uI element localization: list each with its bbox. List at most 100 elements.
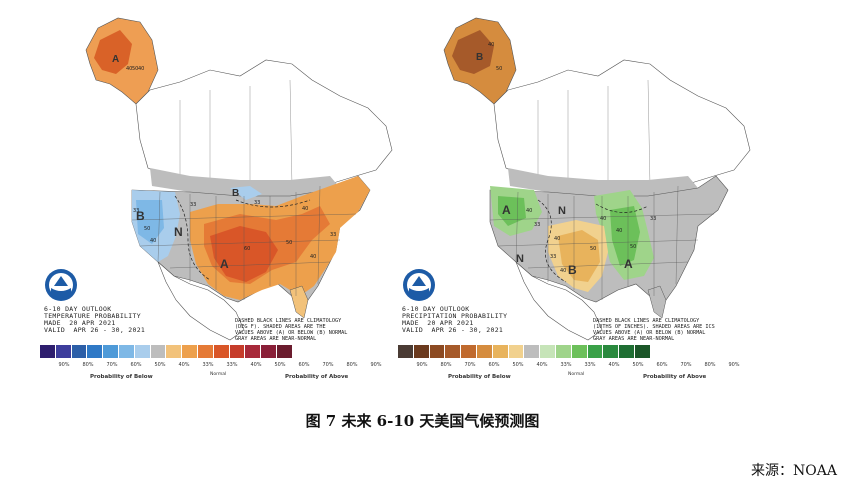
tick-label: 90% bbox=[370, 362, 382, 368]
tick-label: 50% bbox=[274, 362, 286, 368]
map-letter-south: B bbox=[568, 263, 577, 277]
tick-label: 70% bbox=[322, 362, 334, 368]
color-swatch bbox=[166, 345, 183, 358]
contour-label: 50 bbox=[496, 66, 502, 72]
map-letter-southwest: N bbox=[516, 253, 524, 265]
tick-label: 33% bbox=[584, 362, 596, 368]
contour-label: 40 bbox=[616, 228, 622, 234]
color-swatch bbox=[103, 345, 119, 358]
color-swatch bbox=[429, 345, 446, 358]
color-swatch bbox=[40, 345, 56, 358]
tick-label: 40% bbox=[536, 362, 548, 368]
color-swatch bbox=[587, 345, 604, 358]
tick-label: 50% bbox=[154, 362, 166, 368]
tick-label: 60% bbox=[656, 362, 668, 368]
contour-label: 40 bbox=[310, 254, 316, 260]
color-swatch bbox=[634, 345, 651, 358]
color-swatch bbox=[603, 345, 620, 358]
color-swatch bbox=[71, 345, 88, 358]
color-swatch bbox=[87, 345, 104, 358]
contour-label: 40 bbox=[554, 236, 560, 242]
map-letter-northeast: B bbox=[232, 188, 239, 199]
map-letter-east: A bbox=[624, 257, 633, 271]
contour-label: 40 bbox=[126, 66, 132, 72]
tick-label: 40% bbox=[178, 362, 190, 368]
normal-label: Normal bbox=[210, 372, 227, 377]
contour-label: 40 bbox=[138, 66, 144, 72]
color-swatch bbox=[555, 345, 572, 358]
color-swatch bbox=[134, 345, 151, 358]
map-letter-central: N bbox=[558, 205, 566, 217]
color-swatch bbox=[571, 345, 588, 358]
contour-label: 50 bbox=[144, 226, 150, 232]
tick-label: 50% bbox=[512, 362, 524, 368]
title-line: 6-10 DAY OUTLOOK bbox=[402, 305, 470, 313]
figure-caption: 图 7 未来 6-10 天美国气候预测图 bbox=[305, 412, 540, 430]
color-swatch bbox=[276, 345, 293, 358]
legend-note: DASHED BLACK LINES ARE CLIMATOLOGY (10TH… bbox=[593, 318, 715, 342]
tick-label: 80% bbox=[82, 362, 94, 368]
title-line: MADE 20 APR 2021 bbox=[402, 319, 474, 327]
map-letter-west: B bbox=[136, 209, 145, 223]
tick-label: 70% bbox=[680, 362, 692, 368]
tick-label: 33% bbox=[560, 362, 572, 368]
contour-label: 40 bbox=[600, 216, 606, 222]
contour-label: 50 bbox=[590, 246, 596, 252]
tick-label: 70% bbox=[106, 362, 118, 368]
tick-label: 90% bbox=[58, 362, 70, 368]
color-swatch bbox=[461, 345, 477, 358]
color-swatch bbox=[398, 345, 414, 358]
probability-above-label: Probability of Above bbox=[643, 374, 707, 380]
tick-label: 33% bbox=[226, 362, 238, 368]
colorbar-ticks: 90% 80% 70% 60% 50% 40% 33% 33% 40% 50% … bbox=[398, 362, 758, 372]
color-swatch bbox=[182, 345, 198, 358]
contour-label: 33 bbox=[534, 222, 540, 228]
contour-label: 40 bbox=[560, 268, 566, 274]
probability-above-label: Probability of Above bbox=[285, 374, 349, 380]
contour-label: 33 bbox=[254, 200, 260, 206]
precipitation-outlook-map: B A N N B A 40 50 40 33 40 33 40 50 40 3… bbox=[443, 17, 751, 341]
temperature-outlook-map: A B N A B 40 50 40 33 50 40 33 33 40 60 … bbox=[85, 17, 393, 341]
source-credit: 来源：NOAA bbox=[751, 463, 837, 479]
temperature-outlook-panel: A B N A B 40 50 40 33 50 40 33 33 40 60 … bbox=[40, 0, 420, 395]
title-line: PRECIPITATION PROBABILITY bbox=[402, 312, 508, 320]
color-swatch bbox=[540, 345, 556, 358]
contour-label: 60 bbox=[244, 246, 250, 252]
tick-label: 80% bbox=[440, 362, 452, 368]
contour-label: 40 bbox=[488, 42, 494, 48]
color-swatch bbox=[492, 345, 509, 358]
contour-label: 40 bbox=[302, 206, 308, 212]
color-swatch bbox=[261, 345, 277, 358]
map-letter-northwest: A bbox=[502, 203, 511, 217]
contour-label: 33 bbox=[190, 202, 196, 208]
outlook-title-block: 6-10 DAY OUTLOOK TEMPERATURE PROBABILITY M… bbox=[44, 306, 145, 334]
legend-note: DASHED BLACK LINES ARE CLIMATOLOGY (DEG … bbox=[235, 318, 348, 342]
contour-label: 33 bbox=[133, 208, 139, 214]
title-line: VALID APR 26 - 30, 2021 bbox=[402, 326, 504, 334]
contour-label: 50 bbox=[286, 240, 292, 246]
tick-label: 70% bbox=[464, 362, 476, 368]
color-swatch bbox=[619, 345, 635, 358]
color-swatch bbox=[508, 345, 525, 358]
contour-label: 50 bbox=[132, 66, 138, 72]
map-letter-alaska: B bbox=[476, 52, 483, 63]
map-letter-south: A bbox=[220, 257, 229, 271]
temperature-colorbar bbox=[40, 345, 293, 358]
color-swatch bbox=[445, 345, 462, 358]
title-line: 6-10 DAY OUTLOOK bbox=[44, 305, 112, 313]
precipitation-colorbar bbox=[398, 345, 651, 358]
tick-label: 90% bbox=[416, 362, 428, 368]
color-swatch bbox=[150, 345, 167, 358]
contour-label: 50 bbox=[630, 244, 636, 250]
tick-label: 50% bbox=[632, 362, 644, 368]
contour-label: 40 bbox=[150, 238, 156, 244]
title-line: MADE 20 APR 2021 bbox=[44, 319, 116, 327]
title-line: TEMPERATURE PROBABILITY bbox=[44, 312, 141, 320]
color-swatch bbox=[245, 345, 262, 358]
contour-label: 33 bbox=[550, 254, 556, 260]
tick-label: 80% bbox=[704, 362, 716, 368]
contour-label: 33 bbox=[330, 232, 336, 238]
noaa-logo-icon bbox=[403, 269, 435, 301]
contour-label: 33 bbox=[650, 216, 656, 222]
tick-label: 40% bbox=[608, 362, 620, 368]
